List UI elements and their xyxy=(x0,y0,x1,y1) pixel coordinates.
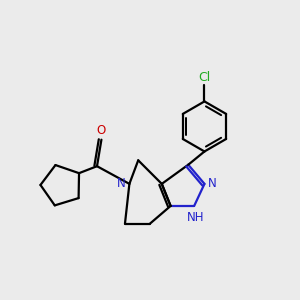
Text: NH: NH xyxy=(187,211,204,224)
Text: N: N xyxy=(117,177,126,190)
Text: N: N xyxy=(208,177,217,190)
Text: Cl: Cl xyxy=(198,71,211,84)
Text: O: O xyxy=(97,124,106,137)
